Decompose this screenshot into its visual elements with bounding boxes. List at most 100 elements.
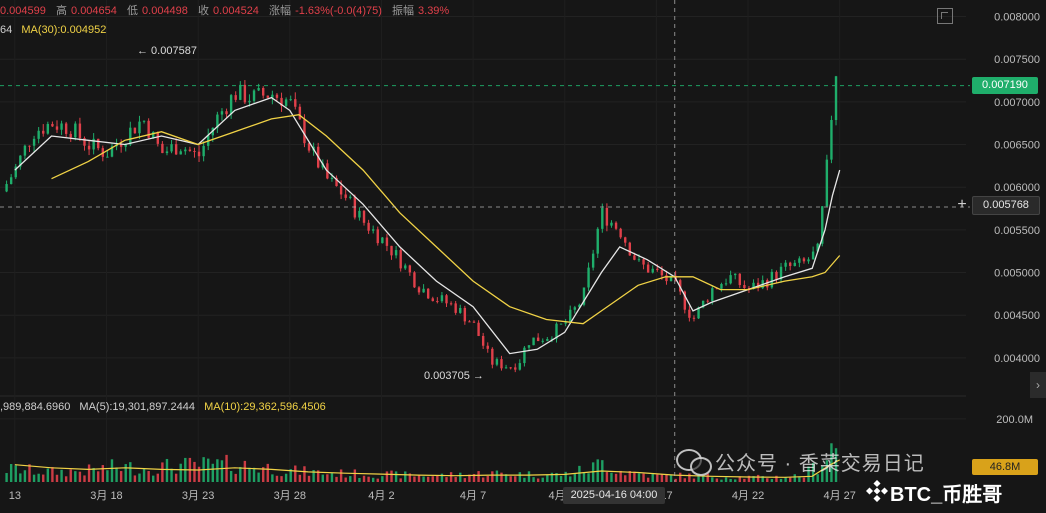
volume-bar (752, 476, 755, 482)
fullscreen-icon[interactable] (937, 8, 953, 24)
volume-bar (440, 473, 444, 482)
volume-bar (413, 476, 416, 482)
candle-body (367, 222, 370, 231)
volume-bar (216, 459, 219, 482)
candle-body (307, 143, 311, 151)
volume-bar (468, 474, 471, 482)
candle-body (527, 345, 531, 348)
volume-bar (445, 477, 448, 482)
volume-bar (211, 463, 214, 482)
candle-body (509, 367, 512, 369)
candle-body (42, 130, 45, 134)
candle-body (683, 291, 686, 310)
volume-ma10: MA(10):29,362,596.4506 (204, 401, 326, 413)
volume-bar (19, 473, 22, 482)
candle-body (752, 282, 755, 290)
candle-body (706, 300, 709, 302)
candle-body (715, 288, 719, 290)
add-alert-button[interactable]: + (957, 196, 967, 213)
candle-body (500, 359, 503, 369)
volume-bar (564, 471, 567, 482)
candle-body (284, 99, 288, 106)
candle-body (628, 242, 632, 256)
volume-bar (766, 478, 769, 482)
candle-body (807, 259, 810, 262)
volume-bar (523, 477, 526, 482)
brand-text: BTC_币胜哥 (890, 484, 1003, 506)
volume-bar (715, 478, 719, 482)
candle-body (330, 177, 334, 179)
volume-bar (587, 473, 590, 482)
volume-bar (555, 473, 558, 482)
volume-bar (326, 474, 329, 482)
time-tick-label: 3月 23 (182, 490, 214, 502)
volume-bar (385, 471, 389, 482)
volume-bar (619, 470, 622, 482)
low-marker: 0.003705 → (424, 370, 484, 382)
volume-bar (784, 477, 787, 482)
volume-bar (23, 470, 27, 482)
candle-body (834, 76, 838, 120)
volume-bar (532, 477, 535, 482)
volume-bar (87, 464, 91, 482)
volume-bar (55, 474, 59, 482)
volume-bar (541, 477, 544, 482)
candle-body (582, 287, 586, 305)
grid (0, 16, 966, 420)
volume-bar (381, 476, 384, 482)
volume-bar (371, 477, 375, 482)
candle-body (294, 99, 297, 107)
volume-bar (743, 478, 746, 482)
volume-bar (147, 471, 150, 482)
candle-body (523, 347, 526, 364)
candle-body (339, 186, 343, 195)
volume-bar (234, 473, 237, 482)
candle-body (74, 123, 77, 138)
volume-bar (665, 474, 668, 482)
candle-body (152, 131, 155, 138)
volume-bar (257, 472, 260, 482)
candle-body (202, 145, 205, 157)
volume-readout: ,989,884.6960 MA(5):19,301,897.2444 MA(1… (0, 401, 326, 413)
scroll-right-button[interactable]: › (1030, 372, 1046, 398)
volume-bar (262, 467, 265, 482)
volume-bar (303, 466, 306, 482)
volume-bar (28, 464, 31, 482)
candle-body (610, 222, 613, 226)
candle-body (55, 126, 59, 130)
candle-body (371, 229, 375, 231)
candle-body (491, 348, 494, 365)
volume-bar (179, 463, 182, 482)
volume-bar (431, 476, 434, 482)
candle-body (605, 207, 609, 226)
volume-bar (509, 476, 512, 482)
candle-body (830, 120, 833, 160)
ma30-line (51, 114, 841, 325)
price-tick-label: 0.007500 (994, 54, 1040, 66)
volume-bar (633, 471, 636, 482)
candle-body (97, 138, 100, 149)
candle-body (390, 245, 393, 256)
candle-body (303, 119, 306, 144)
ma-readout: 64 MA(30):0.004952 (0, 24, 106, 36)
candle-body (646, 264, 650, 273)
candle-body (486, 345, 489, 349)
volume-bar (422, 476, 425, 482)
candle-body (541, 340, 544, 342)
candle-body (14, 166, 17, 178)
candle-body (559, 323, 563, 325)
candle-body (651, 268, 654, 273)
volume-bar (692, 478, 696, 482)
candle-body (770, 271, 774, 288)
candle-body (656, 268, 659, 270)
volume-bar (679, 472, 682, 482)
volume-bar (756, 474, 760, 482)
candle-body (32, 138, 36, 146)
price-tick-label: 0.005000 (994, 268, 1040, 280)
volume-bar (252, 467, 256, 482)
volume-bar (74, 471, 77, 482)
candle-body (275, 94, 279, 98)
candle-body (413, 272, 416, 288)
